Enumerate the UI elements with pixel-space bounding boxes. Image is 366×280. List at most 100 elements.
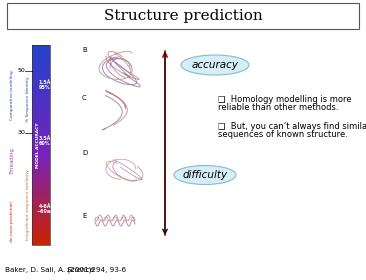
Text: Insignificant sequence similarity: Insignificant sequence similarity bbox=[26, 170, 30, 241]
Text: Science: Science bbox=[67, 267, 95, 273]
Bar bbox=[32, 81, 50, 82]
Bar bbox=[32, 87, 50, 88]
Bar bbox=[32, 179, 50, 181]
Bar bbox=[32, 48, 50, 49]
Bar bbox=[32, 64, 50, 65]
Bar bbox=[32, 176, 50, 177]
Bar bbox=[32, 220, 50, 221]
Bar bbox=[32, 92, 50, 94]
Bar bbox=[32, 57, 50, 59]
Bar bbox=[32, 242, 50, 244]
Bar bbox=[32, 241, 50, 243]
Bar bbox=[32, 80, 50, 81]
Text: difficulty: difficulty bbox=[182, 170, 228, 180]
Bar bbox=[32, 225, 50, 226]
Bar bbox=[32, 195, 50, 196]
Bar bbox=[32, 218, 50, 220]
Bar bbox=[32, 202, 50, 203]
Bar bbox=[32, 113, 50, 114]
Bar bbox=[32, 204, 50, 206]
Bar bbox=[32, 83, 50, 85]
Bar bbox=[32, 241, 50, 242]
Bar bbox=[32, 225, 50, 227]
Bar bbox=[32, 237, 50, 239]
Bar bbox=[32, 90, 50, 91]
Bar bbox=[32, 85, 50, 87]
Bar bbox=[32, 232, 50, 234]
Bar bbox=[32, 129, 50, 131]
Bar bbox=[32, 90, 50, 92]
Bar bbox=[32, 162, 50, 163]
Bar bbox=[32, 153, 50, 155]
Bar bbox=[32, 148, 50, 150]
Bar bbox=[32, 174, 50, 176]
Bar bbox=[32, 155, 50, 157]
Bar bbox=[32, 134, 50, 135]
Bar bbox=[32, 160, 50, 162]
Bar bbox=[32, 216, 50, 217]
Bar bbox=[32, 111, 50, 112]
Bar bbox=[32, 45, 50, 245]
Bar bbox=[32, 102, 50, 104]
Text: Baker, D. Sali, A. (2001).: Baker, D. Sali, A. (2001). bbox=[5, 267, 96, 273]
Bar bbox=[32, 71, 50, 72]
Text: 3.5Å
60%: 3.5Å 60% bbox=[39, 136, 51, 146]
Bar bbox=[32, 153, 50, 154]
Bar bbox=[32, 123, 50, 124]
Bar bbox=[32, 132, 50, 134]
Bar bbox=[32, 67, 50, 68]
Bar bbox=[32, 176, 50, 178]
Bar bbox=[32, 67, 50, 69]
Bar bbox=[32, 127, 50, 128]
Bar bbox=[32, 209, 50, 211]
Bar bbox=[32, 48, 50, 50]
Ellipse shape bbox=[174, 165, 236, 185]
Bar bbox=[32, 165, 50, 167]
Bar bbox=[32, 227, 50, 228]
Bar bbox=[32, 216, 50, 218]
Bar bbox=[32, 95, 50, 97]
Bar bbox=[32, 172, 50, 174]
Bar bbox=[32, 122, 50, 123]
Bar bbox=[32, 120, 50, 121]
Bar bbox=[32, 97, 50, 99]
Bar bbox=[32, 104, 50, 106]
Bar bbox=[32, 178, 50, 179]
Bar bbox=[32, 213, 50, 214]
Bar bbox=[32, 209, 50, 210]
Bar bbox=[32, 130, 50, 132]
Bar bbox=[32, 239, 50, 241]
Bar bbox=[32, 193, 50, 195]
Bar bbox=[32, 141, 50, 142]
Bar bbox=[32, 195, 50, 197]
Bar bbox=[32, 165, 50, 166]
Bar bbox=[32, 244, 50, 245]
Bar bbox=[32, 74, 50, 75]
Text: 30: 30 bbox=[17, 130, 25, 136]
Text: MODEL ACCURACY: MODEL ACCURACY bbox=[36, 122, 40, 168]
Text: 1.5Å
95%: 1.5Å 95% bbox=[39, 80, 51, 90]
Bar bbox=[32, 123, 50, 125]
Bar bbox=[32, 211, 50, 212]
Text: C: C bbox=[82, 95, 87, 101]
Bar bbox=[32, 50, 50, 51]
Bar bbox=[32, 99, 50, 100]
Bar bbox=[32, 59, 50, 60]
Bar bbox=[32, 116, 50, 118]
Bar bbox=[32, 81, 50, 83]
FancyBboxPatch shape bbox=[7, 3, 359, 29]
Bar bbox=[32, 95, 50, 96]
Bar bbox=[32, 78, 50, 79]
Text: sequences of known structure.: sequences of known structure. bbox=[218, 130, 348, 139]
Bar bbox=[32, 127, 50, 129]
Bar bbox=[32, 218, 50, 219]
Bar bbox=[32, 207, 50, 209]
Ellipse shape bbox=[181, 55, 249, 75]
Text: Comparative modeling: Comparative modeling bbox=[10, 70, 14, 120]
Bar bbox=[32, 148, 50, 149]
Bar bbox=[32, 151, 50, 152]
Bar bbox=[32, 45, 50, 47]
Bar bbox=[32, 132, 50, 133]
Bar bbox=[32, 115, 50, 117]
Bar bbox=[32, 204, 50, 205]
